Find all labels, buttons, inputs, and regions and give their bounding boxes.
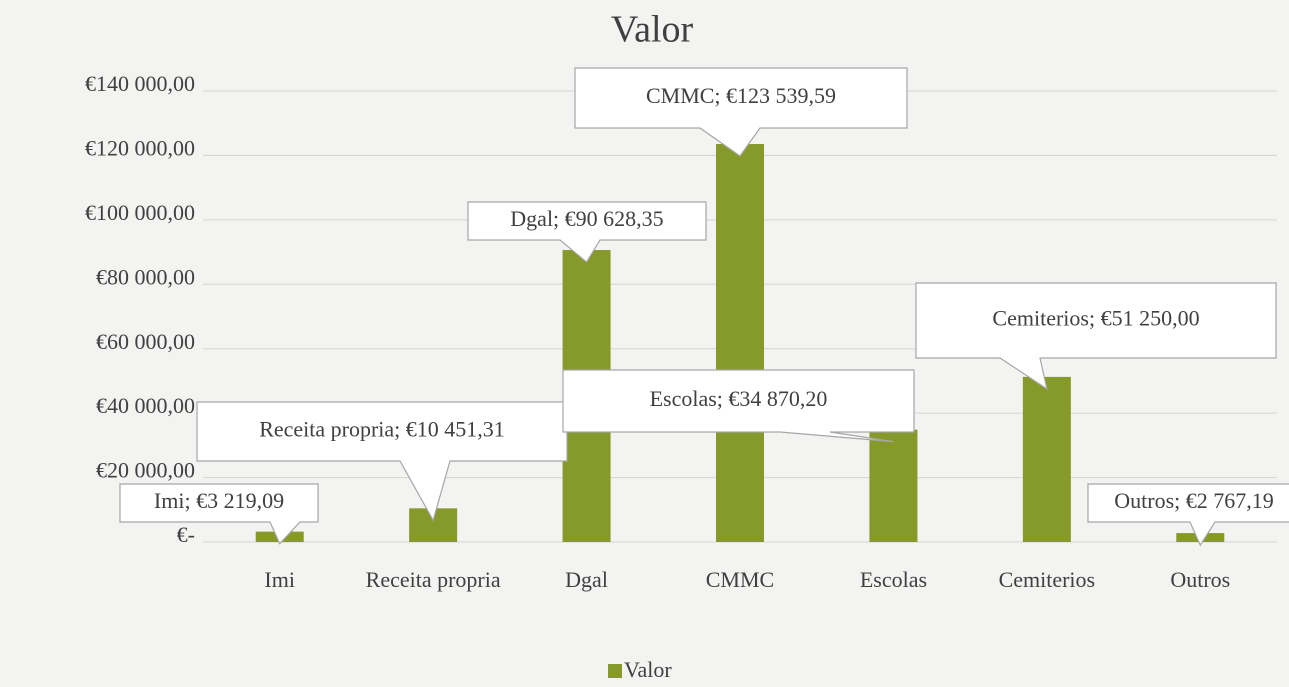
data-label: Outros; €2 767,19: [1114, 488, 1274, 513]
callout-box: [562, 369, 915, 443]
callout-box: [119, 483, 319, 545]
x-tick-label: Outros: [1170, 567, 1231, 592]
x-tick-label: CMMC: [705, 567, 775, 592]
bar: [716, 144, 764, 542]
y-tick-label: €-: [177, 522, 195, 547]
data-label: Receita propria; €10 451,31: [259, 417, 505, 442]
x-tick-label: Imi: [264, 567, 295, 592]
legend-swatch: [608, 664, 622, 678]
data-label: Escolas; €34 870,20: [650, 386, 828, 411]
data-label: CMMC; €123 539,59: [646, 83, 836, 108]
x-tick-label: Receita propria: [365, 567, 501, 592]
legend-label: Valor: [624, 657, 672, 682]
y-tick-label: €60 000,00: [96, 329, 195, 354]
data-label: Dgal; €90 628,35: [510, 206, 663, 231]
data-label: Cemiterios; €51 250,00: [992, 306, 1199, 331]
bar: [1022, 376, 1071, 542]
data-label: Imi; €3 219,09: [154, 488, 284, 513]
x-tick-label: Dgal: [565, 567, 608, 592]
y-tick-label: €140 000,00: [85, 71, 195, 96]
x-tick-label: Escolas: [859, 567, 928, 592]
y-tick-label: €20 000,00: [96, 458, 195, 483]
callout-box: [467, 201, 707, 263]
bar: [869, 429, 918, 542]
x-tick-label: Cemiterios: [998, 567, 1096, 592]
chart-title: Valor: [611, 9, 694, 51]
callout-box: [915, 282, 1277, 391]
y-tick-label: €120 000,00: [85, 135, 195, 160]
y-tick-label: €80 000,00: [96, 264, 195, 289]
callout-box: [574, 67, 908, 157]
callout-box: [1087, 483, 1289, 547]
y-tick-label: €100 000,00: [85, 200, 195, 225]
y-tick-label: €40 000,00: [96, 393, 195, 418]
